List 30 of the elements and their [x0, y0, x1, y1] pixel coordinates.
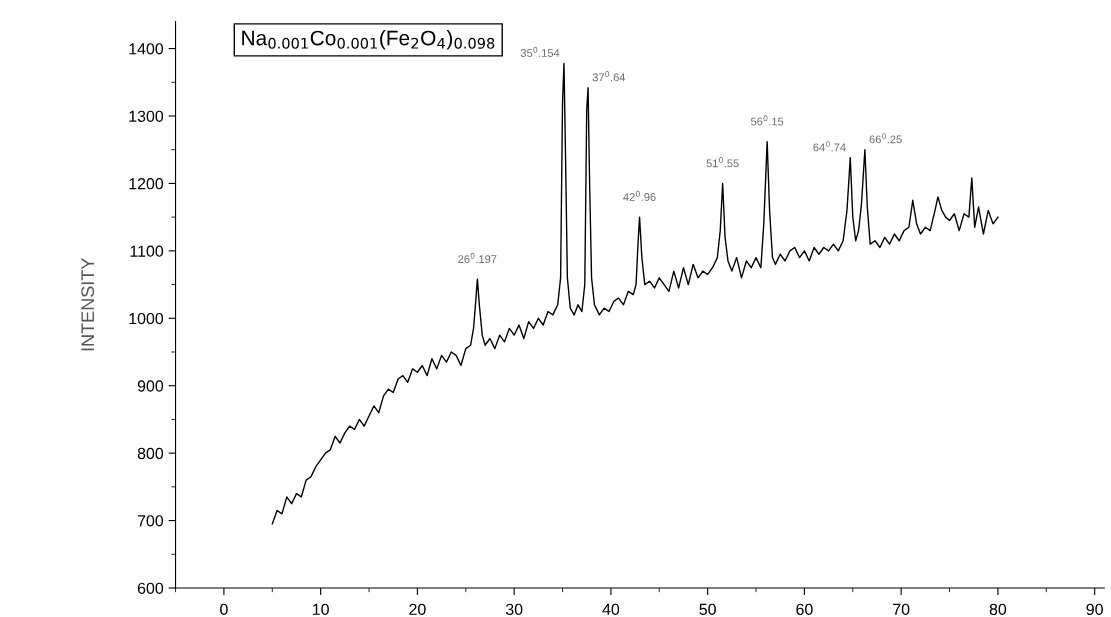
annotation: 66$^{0}$.25: [869, 133, 902, 144]
y-tick-label: 1000: [129, 312, 164, 325]
annotation: 51$^{0}$.55: [706, 157, 739, 168]
y-tick-label: 700: [137, 515, 164, 527]
chart-title: Na$_{0.001}$Co$_{0.001}$(Fe$_{2}$O$_{4}$)$_{0.098}$: [242, 30, 495, 50]
y-tick-label: 600: [137, 582, 164, 594]
x-tick-label: 80: [989, 603, 1007, 616]
line-series: [271, 62, 999, 525]
x-tick-label: 20: [409, 603, 426, 616]
y-axis-title: INTENSITY: [81, 258, 95, 351]
y-tick-label: 1300: [129, 110, 164, 122]
x-tick-label: 90: [1086, 603, 1103, 616]
y-tick-label: 900: [137, 380, 164, 392]
x-tick-label: 60: [796, 603, 813, 616]
x-tick-label: 10: [313, 603, 329, 616]
annotation: 37$^{0}$.64: [592, 71, 626, 82]
x-tick-label: 50: [699, 603, 716, 616]
y-tick-label: 1100: [130, 245, 164, 257]
annotation: 56$^{0}$.15: [751, 115, 784, 126]
y-tick-label: 1400: [129, 43, 164, 55]
y-tick-label: 800: [137, 447, 164, 460]
x-tick-label: 0: [220, 603, 228, 616]
x-tick-label: 30: [505, 603, 523, 616]
x-tick-label: 70: [893, 603, 910, 616]
annotation: 42$^{0}$.96: [623, 190, 656, 201]
annotation: 64$^{0}$.74: [813, 141, 846, 152]
x-tick-label: 40: [602, 603, 620, 616]
annotation: 26$^{0}$.197: [458, 252, 497, 263]
y-tick-label: 1200: [129, 178, 164, 190]
annotation: 35$^{0}$.154: [520, 46, 560, 57]
